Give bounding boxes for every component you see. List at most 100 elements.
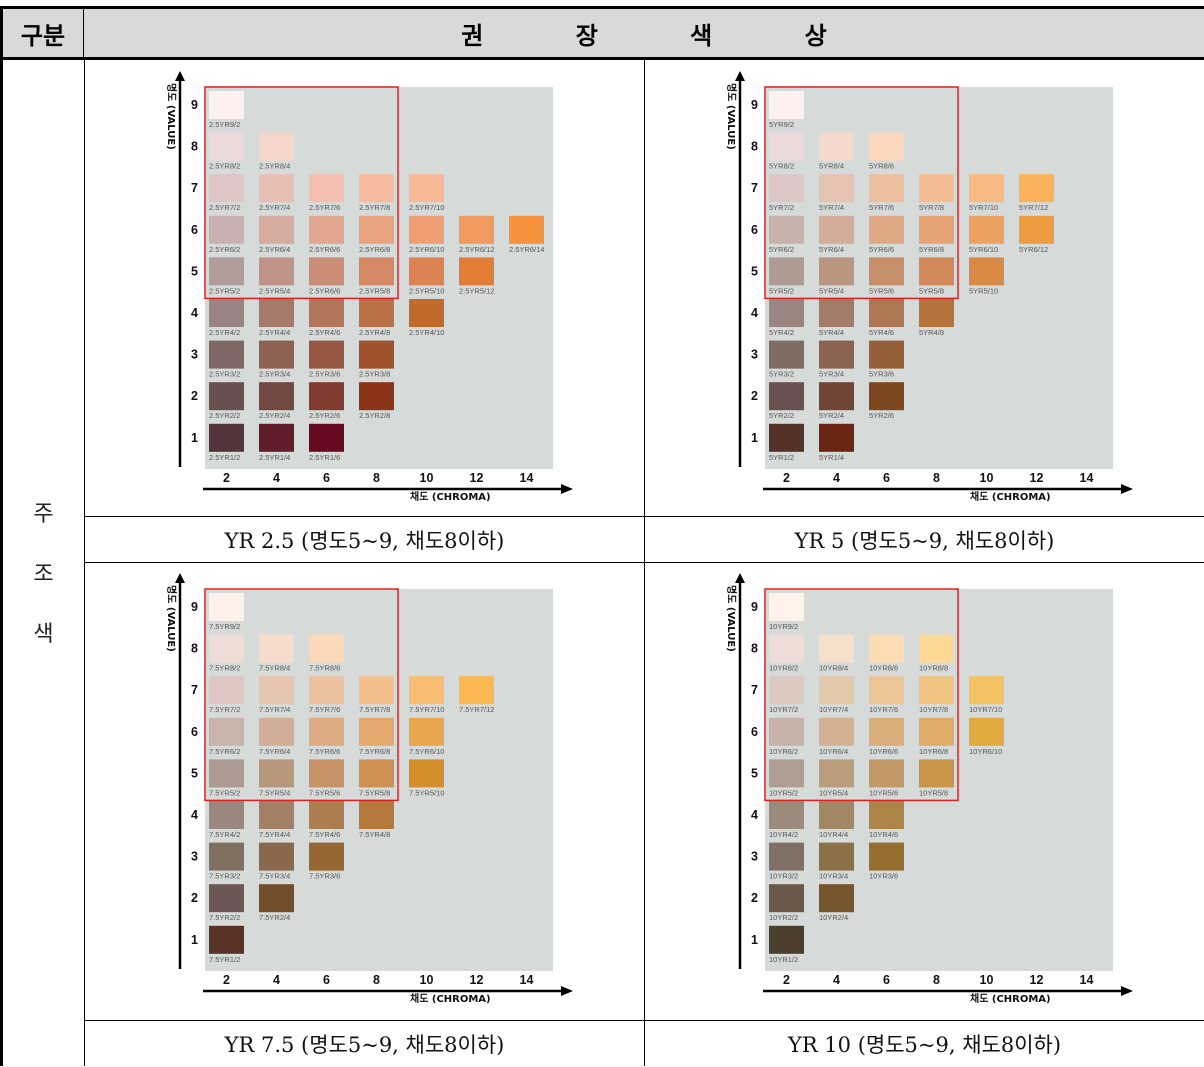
swatch-label: 10YR8/6 xyxy=(869,664,898,673)
swatch-label: 10YR3/6 xyxy=(869,872,898,881)
color-swatch xyxy=(769,925,804,954)
chroma-tick-label: 4 xyxy=(833,471,840,485)
chroma-tick-label: 4 xyxy=(833,973,840,987)
swatch-label: 10YR1/2 xyxy=(769,955,798,964)
swatch-label: 7.5YR3/4 xyxy=(259,872,290,881)
color-swatch xyxy=(969,676,1004,705)
color-swatch xyxy=(769,593,804,621)
color-swatch xyxy=(209,91,244,119)
color-swatch xyxy=(769,423,804,452)
swatch-label: 2.5YR4/4 xyxy=(259,328,290,337)
swatch-label: 5YR8/6 xyxy=(869,162,894,171)
swatch-label: 5YR6/4 xyxy=(819,245,844,254)
swatch-label: 10YR9/2 xyxy=(769,622,798,631)
swatch-label: 5YR8/2 xyxy=(769,162,794,171)
category-header: 구분 xyxy=(0,6,84,60)
recommended-range-box xyxy=(764,588,959,802)
side-label-char: 조 xyxy=(33,562,54,587)
chroma-axis-title: 채도 (CHROMA) xyxy=(970,490,1051,503)
swatch-label: 2.5YR6/4 xyxy=(259,245,290,254)
swatch-label: 2.5YR5/12 xyxy=(459,286,494,295)
recommended-range-box xyxy=(204,588,399,802)
color-swatch xyxy=(209,884,244,913)
chroma-tick-label: 8 xyxy=(933,973,940,987)
value-tick-label: 1 xyxy=(751,933,758,947)
swatch-label: 5YR9/2 xyxy=(769,120,794,129)
swatch-label: 2.5YR7/6 xyxy=(309,203,340,212)
swatch-label: 2.5YR8/2 xyxy=(209,162,240,171)
swatch-label: 10YR5/4 xyxy=(819,788,848,797)
swatch-label: 5YR5/6 xyxy=(869,286,894,295)
swatch-label: 2.5YR5/8 xyxy=(359,286,390,295)
color-swatch xyxy=(209,593,244,621)
color-swatch xyxy=(409,717,444,746)
munsell-chart-10yr: 10YR9/2 10YR8/2 10YR8/4 10YR8/6 10YR8/8 10YR7… xyxy=(725,573,1133,1005)
chart-caption: YR 10 (명도5~9, 채도8이하) xyxy=(787,1033,1062,1057)
swatch-label: 10YR2/2 xyxy=(769,913,798,922)
swatch-label: 7.5YR5/4 xyxy=(259,788,290,797)
chart-caption: YR 2.5 (명도5~9, 채도8이하) xyxy=(224,529,505,553)
color-swatch xyxy=(359,759,394,788)
color-swatch xyxy=(869,842,904,871)
swatch-label: 10YR7/8 xyxy=(919,705,948,714)
row-divider xyxy=(84,562,1204,563)
column-divider xyxy=(644,60,645,1066)
value-tick-label: 1 xyxy=(751,431,758,445)
color-swatch xyxy=(819,174,854,203)
swatch-label: 10YR7/10 xyxy=(969,705,1002,714)
swatch-label: 2.5YR9/2 xyxy=(209,120,240,129)
value-tick-label: 7 xyxy=(751,683,758,697)
swatch-label: 2.5YR6/6 xyxy=(309,245,340,254)
value-tick-label: 8 xyxy=(751,140,758,154)
color-swatch xyxy=(819,215,854,244)
recommended-range-box xyxy=(764,86,959,300)
value-axis-arrow xyxy=(735,573,745,583)
chroma-tick-label: 2 xyxy=(223,973,230,987)
swatch-label: 7.5YR8/4 xyxy=(259,664,290,673)
swatch-label: 5YR3/2 xyxy=(769,370,794,379)
recommended-range-box xyxy=(204,86,399,300)
swatch-label: 2.5YR3/8 xyxy=(359,370,390,379)
color-swatch xyxy=(869,257,904,286)
chroma-tick-label: 6 xyxy=(883,471,890,485)
swatch-label: 2.5YR7/8 xyxy=(359,203,390,212)
color-swatch xyxy=(769,759,804,788)
color-swatch xyxy=(769,634,804,663)
color-swatch xyxy=(209,132,244,161)
value-tick-label: 9 xyxy=(191,600,198,614)
swatch-label: 10YR3/4 xyxy=(819,872,848,881)
color-swatch xyxy=(819,423,854,452)
swatch-label: 5YR2/4 xyxy=(819,411,844,420)
row-divider xyxy=(84,516,1204,517)
swatch-label: 10YR8/8 xyxy=(919,664,948,673)
color-swatch xyxy=(919,634,954,663)
swatch-label: 5YR7/2 xyxy=(769,203,794,212)
swatch-label: 7.5YR1/2 xyxy=(209,955,240,964)
color-swatch xyxy=(309,299,344,327)
color-swatch xyxy=(209,215,244,244)
swatch-label: 5YR6/10 xyxy=(969,245,998,254)
swatch-label: 7.5YR9/2 xyxy=(209,622,240,631)
color-swatch xyxy=(359,174,394,203)
column-divider xyxy=(84,60,85,1066)
value-axis-title: 명도 (VALUE) xyxy=(725,585,738,652)
color-swatch xyxy=(819,340,854,369)
color-swatch xyxy=(359,801,394,829)
title-header: 권 장 색 상 xyxy=(84,6,1204,60)
color-swatch xyxy=(819,299,854,327)
swatch-label: 7.5YR4/8 xyxy=(359,830,390,839)
color-swatch xyxy=(869,801,904,829)
title-header-label: 권 장 색 상 xyxy=(461,21,869,50)
color-swatch xyxy=(409,257,444,286)
swatch-label: 10YR7/2 xyxy=(769,705,798,714)
color-swatch xyxy=(309,759,344,788)
color-swatch xyxy=(259,759,294,788)
swatch-label: 10YR3/2 xyxy=(769,872,798,881)
swatch-label: 2.5YR4/10 xyxy=(409,328,444,337)
color-swatch xyxy=(309,423,344,452)
color-swatch xyxy=(769,132,804,161)
value-tick-label: 7 xyxy=(191,181,198,195)
swatch-label: 10YR4/4 xyxy=(819,830,848,839)
value-tick-label: 9 xyxy=(751,600,758,614)
color-swatch xyxy=(309,174,344,203)
